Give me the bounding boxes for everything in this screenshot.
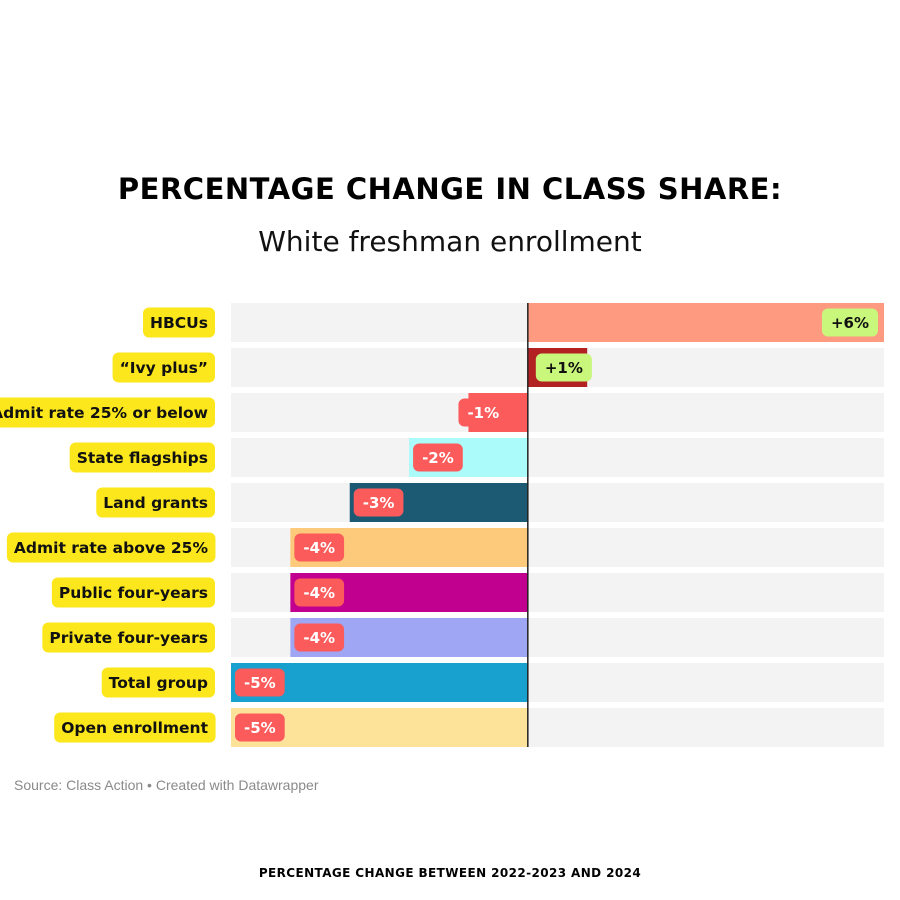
value-badge-admit-rate-above-25 (294, 533, 345, 562)
value-badge-private-four-years (294, 623, 345, 652)
track-state-flagships (231, 438, 884, 477)
category-label-admit-rate-above-25: Admit rate above 25% (14, 539, 209, 557)
label-highlight-hbcus (143, 307, 215, 338)
label-highlight-public-four-years (51, 577, 215, 608)
category-label-ivy-plus: “Ivy plus” (120, 359, 208, 377)
value-label-hbcus: +6% (831, 314, 869, 332)
value-badge-ivy-plus (535, 353, 592, 382)
category-label-hbcus: HBCUs (150, 314, 208, 332)
value-label-open-enrollment: -5% (244, 719, 276, 737)
label-highlight-land-grants (96, 487, 215, 518)
value-badge-public-four-years (294, 578, 345, 607)
value-badge-admit-rate-25-or-below (458, 398, 509, 427)
category-label-open-enrollment: Open enrollment (61, 719, 208, 737)
label-highlight-private-four-years (42, 622, 215, 653)
category-label-land-grants: Land grants (103, 494, 208, 512)
label-highlight-admit-rate-25-or-below (0, 397, 215, 428)
value-label-land-grants: -3% (363, 494, 395, 512)
source-note: Source: Class Action • Created with Data… (14, 777, 319, 793)
value-label-ivy-plus: +1% (545, 359, 583, 377)
label-highlight-ivy-plus (112, 352, 215, 383)
value-label-admit-rate-25-or-below: -1% (467, 404, 499, 422)
category-label-public-four-years: Public four-years (59, 584, 208, 602)
track-land-grants (231, 483, 884, 522)
value-label-private-four-years: -4% (303, 629, 335, 647)
value-label-state-flagships: -2% (422, 449, 454, 467)
label-highlight-total-group (101, 667, 215, 698)
value-badge-open-enrollment (235, 713, 285, 742)
value-badge-state-flagships (413, 443, 463, 472)
chart-subtitle: White freshman enrollment (258, 225, 642, 258)
category-label-admit-rate-25-or-below: Admit rate 25% or below (0, 404, 208, 422)
value-label-admit-rate-above-25: -4% (303, 539, 335, 557)
value-badge-land-grants (353, 488, 404, 517)
value-badge-total-group (235, 668, 285, 697)
category-label-total-group: Total group (109, 674, 208, 692)
label-highlight-state-flagships (69, 442, 215, 473)
category-label-state-flagships: State flagships (77, 449, 208, 467)
value-badge-hbcus (821, 308, 878, 337)
chart-title: Percentage change in class share: (117, 172, 783, 206)
label-highlight-admit-rate-above-25 (6, 532, 216, 563)
label-highlight-open-enrollment (54, 712, 216, 743)
category-label-private-four-years: Private four-years (49, 629, 208, 647)
value-label-public-four-years: -4% (303, 584, 335, 602)
track-admit-rate-25-or-below (231, 393, 884, 432)
footer-note: Percentage change between 2022-2023 and … (258, 866, 642, 880)
value-label-total-group: -5% (244, 674, 276, 692)
